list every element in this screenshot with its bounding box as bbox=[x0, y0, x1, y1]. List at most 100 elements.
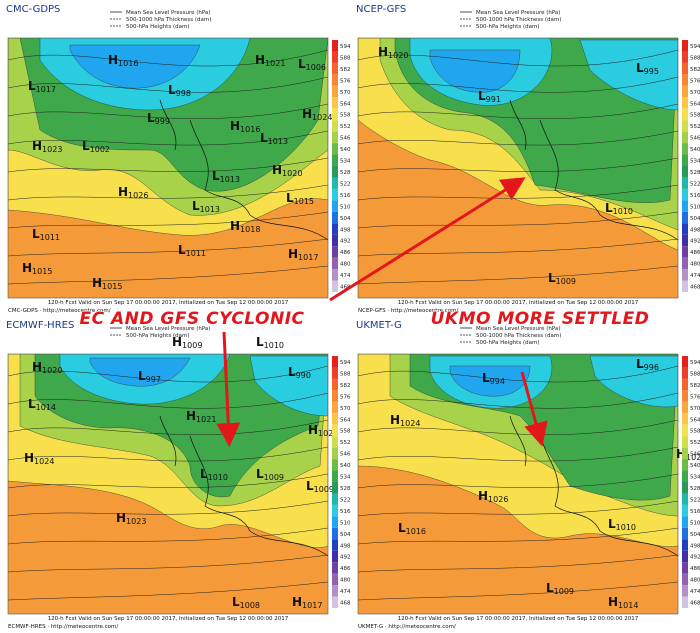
isobar bbox=[358, 49, 678, 67]
center-value: 1017 bbox=[36, 85, 56, 94]
annotation: EC AND GFS CYCLONIC bbox=[79, 309, 304, 329]
center-type: H bbox=[230, 119, 240, 133]
arrow bbox=[520, 371, 548, 447]
pressure-center: H1023 bbox=[32, 139, 62, 154]
colorbar-swatch bbox=[332, 85, 338, 98]
colorbar-swatch bbox=[332, 516, 338, 528]
colorbar-swatch bbox=[332, 596, 338, 608]
colorbar-swatch bbox=[332, 562, 338, 574]
pressure-center: H1015 bbox=[92, 276, 122, 291]
colorbar-label: 534 bbox=[340, 159, 351, 165]
colorbar-swatch bbox=[332, 246, 338, 258]
colorbar-swatch bbox=[682, 51, 688, 63]
arrow bbox=[329, 177, 526, 302]
center-type: H bbox=[478, 489, 488, 503]
height-fill bbox=[69, 44, 201, 89]
colorbar-swatch bbox=[332, 166, 338, 178]
colorbar-label: 540 bbox=[690, 147, 700, 153]
center-value: 1020 bbox=[42, 366, 62, 375]
panel: ECMWF-HRES Mean Sea Level Pressure (hPa)5… bbox=[6, 320, 351, 630]
colorbar-swatch bbox=[682, 470, 688, 482]
colorbar-swatch bbox=[332, 459, 338, 471]
colorbar-label: 570 bbox=[340, 406, 351, 412]
isobar bbox=[8, 130, 328, 146]
colorbar-label: 564 bbox=[340, 417, 351, 423]
height-fill bbox=[429, 49, 521, 93]
isobar bbox=[358, 419, 678, 435]
center-value: 1009 bbox=[264, 473, 284, 482]
colorbar-label: 486 bbox=[340, 250, 351, 256]
isobar bbox=[358, 392, 678, 409]
colorbar-swatch bbox=[682, 596, 688, 608]
colorbar-label: 540 bbox=[340, 147, 351, 153]
colorbar-swatch bbox=[682, 585, 688, 597]
colorbar-label: 582 bbox=[340, 67, 351, 73]
center-type: L bbox=[298, 57, 306, 71]
center-value: 1002 bbox=[90, 145, 110, 154]
colorbar-label: 582 bbox=[340, 383, 351, 389]
center-value: 1009 bbox=[314, 485, 334, 494]
pressure-center: L1014 bbox=[28, 397, 56, 412]
colorbar-swatch bbox=[332, 62, 338, 75]
isobar bbox=[8, 419, 328, 435]
center-value: 1023 bbox=[126, 517, 146, 526]
center-value: 1009 bbox=[556, 277, 576, 286]
colorbar-label: 546 bbox=[340, 452, 351, 458]
colorbar-label: 552 bbox=[690, 440, 700, 446]
colorbar-label: 528 bbox=[340, 170, 351, 176]
pressure-center: H1009 bbox=[172, 335, 202, 350]
pressure-center: H1021 bbox=[186, 409, 216, 424]
center-type: H bbox=[288, 247, 298, 261]
colorbar-label: 474 bbox=[690, 273, 700, 279]
center-value: 1024 bbox=[34, 457, 54, 466]
pressure-center: L1010 bbox=[605, 201, 633, 216]
colorbar-swatch bbox=[332, 223, 338, 235]
colorbar-swatch bbox=[682, 120, 688, 132]
center-value: 1020 bbox=[282, 169, 302, 178]
colorbar-swatch bbox=[332, 154, 338, 166]
colorbar-label: 576 bbox=[340, 78, 351, 84]
colorbar-label: 480 bbox=[690, 262, 700, 268]
center-type: L bbox=[32, 227, 40, 241]
center-type: L bbox=[28, 397, 36, 411]
colorbar-swatch bbox=[682, 504, 688, 517]
colorbar-swatch bbox=[332, 131, 338, 144]
colorbar-swatch bbox=[682, 413, 688, 425]
center-type: H bbox=[116, 511, 126, 525]
isobar bbox=[8, 76, 328, 93]
center-type: H bbox=[22, 261, 32, 275]
pressure-center: H1026 bbox=[478, 489, 508, 504]
center-value: 997 bbox=[146, 375, 161, 384]
isobar bbox=[8, 581, 328, 601]
legend-label: Mean Sea Level Pressure (hPa) bbox=[476, 326, 560, 332]
pressure-center: L1016 bbox=[398, 521, 426, 536]
colorbar-label: 540 bbox=[690, 463, 700, 469]
legend-label: 500-1000 hPa Thickness (dam) bbox=[476, 333, 561, 339]
center-value: 990 bbox=[296, 371, 311, 380]
isobar bbox=[358, 527, 678, 545]
center-value: 1006 bbox=[306, 63, 326, 72]
footer: 120-h Fcst Valid on Sun Sep 17 00:00:00 … bbox=[398, 300, 639, 306]
colorbar-swatch bbox=[682, 378, 688, 391]
colorbar-label: 486 bbox=[340, 566, 351, 572]
center-value: 1009 bbox=[554, 587, 574, 596]
pressure-center: H1017 bbox=[288, 247, 318, 262]
pressure-center: H1023 bbox=[308, 423, 338, 438]
pressure-center: H1024 bbox=[24, 451, 54, 466]
center-value: 1020 bbox=[388, 51, 408, 60]
legend-label: 500-hPa Heights (dam) bbox=[476, 340, 539, 346]
colorbar-label: 480 bbox=[690, 578, 700, 584]
center-value: 1010 bbox=[613, 207, 633, 216]
center-value: 1014 bbox=[36, 403, 56, 412]
colorbar-swatch bbox=[682, 97, 688, 109]
colorbar-label: 582 bbox=[690, 383, 700, 389]
pressure-center: L990 bbox=[288, 365, 311, 380]
colorbar-swatch bbox=[682, 401, 688, 414]
colorbar-label: 522 bbox=[340, 181, 351, 187]
pressure-center: L1011 bbox=[178, 243, 206, 258]
pressure-center: L1013 bbox=[192, 199, 220, 214]
isobar bbox=[358, 446, 678, 462]
colorbar-label: 534 bbox=[340, 475, 351, 481]
panel: CMC-GDPS Mean Sea Level Pressure (hPa)500… bbox=[6, 4, 351, 314]
colorbar-label: 528 bbox=[690, 486, 700, 492]
